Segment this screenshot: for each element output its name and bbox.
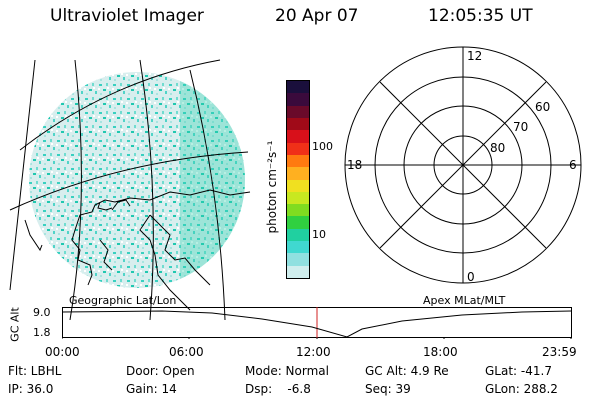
colorbar-segment [287, 253, 309, 266]
ytick-9: 9.0 [33, 306, 51, 319]
status-dsp: Dsp: -6.8 [245, 382, 311, 396]
colorbar-segment [287, 93, 309, 106]
status-gain: Gain: 14 [126, 382, 177, 396]
colorbar-segment [287, 130, 309, 143]
longitude-line [69, 59, 82, 320]
xtick-0600: 06:00 [169, 345, 204, 359]
ytick-1.8: 1.8 [33, 326, 51, 339]
colorbar-segment [287, 216, 309, 229]
uvi-image-disk [29, 72, 245, 288]
image-time: 12:05:35 UT [428, 6, 533, 26]
colorbar [286, 80, 310, 279]
status-glon: GLon: 288.2 [485, 382, 558, 396]
xtick-1800: 18:00 [423, 345, 458, 359]
status-seq: Seq: 39 [365, 382, 411, 396]
status-filter: Flt: LBHL [8, 364, 62, 378]
colorbar-segment [287, 241, 309, 254]
status-mode: Mode: Normal [245, 364, 329, 378]
colorbar-segment [287, 265, 309, 278]
latitude-line [9, 151, 249, 211]
colorbar-tick-10: 10 [312, 228, 326, 241]
mlat-label-70: 70 [513, 120, 528, 134]
instrument-title: Ultraviolet Imager [50, 6, 204, 26]
longitude-line [139, 59, 154, 320]
mlt-label-6: 6 [569, 158, 577, 172]
image-date: 20 Apr 07 [275, 6, 359, 26]
longitude-line [189, 69, 226, 320]
xtick-1200: 12:00 [296, 345, 331, 359]
colorbar-segment [287, 142, 309, 155]
mlt-diagonal [379, 81, 547, 249]
status-door: Door: Open [126, 364, 195, 378]
colorbar-unit-label: photon cm⁻²s⁻¹ [265, 140, 279, 234]
mlt-label-12: 12 [467, 49, 482, 63]
latitude-line [19, 59, 221, 151]
colorbar-segment [287, 228, 309, 242]
colorbar-segment [287, 191, 309, 205]
status-glat: GLat: -41.7 [485, 364, 552, 378]
mlt-label-0: 0 [467, 270, 475, 284]
altitude-strip-plot [62, 307, 572, 339]
altitude-curve [62, 310, 572, 338]
mlat-label-80: 80 [490, 141, 505, 155]
colorbar-segment [287, 154, 309, 168]
status-ip: IP: 36.0 [8, 382, 54, 396]
colorbar-segment [287, 167, 309, 180]
xtick-2359: 23:59 [542, 345, 577, 359]
colorbar-segment [287, 179, 309, 192]
colorbar-segment [287, 81, 309, 94]
geographic-image-panel [9, 59, 251, 320]
gc-alt-ylabel: GC Alt [8, 307, 22, 342]
mlat-label-60: 60 [535, 100, 550, 114]
colorbar-segment [287, 105, 309, 118]
apex-caption: Apex MLat/MLT [423, 294, 506, 307]
geographic-caption: Geographic Lat/Lon [69, 294, 177, 307]
colorbar-segment [287, 204, 309, 217]
xtick-0000: 00:00 [45, 345, 80, 359]
status-gc-alt: GC Alt: 4.9 Re [365, 364, 449, 378]
colorbar-segment [287, 117, 309, 131]
colorbar-tick-100: 100 [312, 140, 333, 153]
coastline [24, 189, 251, 311]
longitude-line [9, 59, 36, 291]
mlt-label-18: 18 [347, 158, 362, 172]
apex-polar-plot: 12 18 6 0 60 70 80 [344, 46, 582, 284]
